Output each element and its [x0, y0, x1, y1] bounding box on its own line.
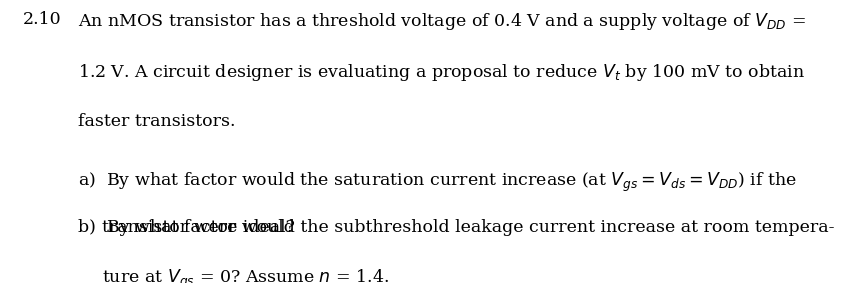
Text: b)  By what factor would the subthreshold leakage current increase at room tempe: b) By what factor would the subthreshold… [78, 219, 835, 236]
Text: a)  By what factor would the saturation current increase (at $V_{gs} = V_{ds} = : a) By what factor would the saturation c… [78, 171, 797, 194]
Text: transistor were ideal?: transistor were ideal? [102, 219, 295, 236]
Text: faster transistors.: faster transistors. [78, 113, 236, 130]
Text: ture at $V_{gs}$ = 0? Assume $n$ = 1.4.: ture at $V_{gs}$ = 0? Assume $n$ = 1.4. [102, 267, 389, 283]
Text: 1.2 V. A circuit designer is evaluating a proposal to reduce $V_t$ by 100 mV to : 1.2 V. A circuit designer is evaluating … [78, 62, 805, 83]
Text: An nMOS transistor has a threshold voltage of 0.4 V and a supply voltage of $V_{: An nMOS transistor has a threshold volta… [78, 11, 806, 32]
Text: 2.10: 2.10 [23, 11, 61, 28]
